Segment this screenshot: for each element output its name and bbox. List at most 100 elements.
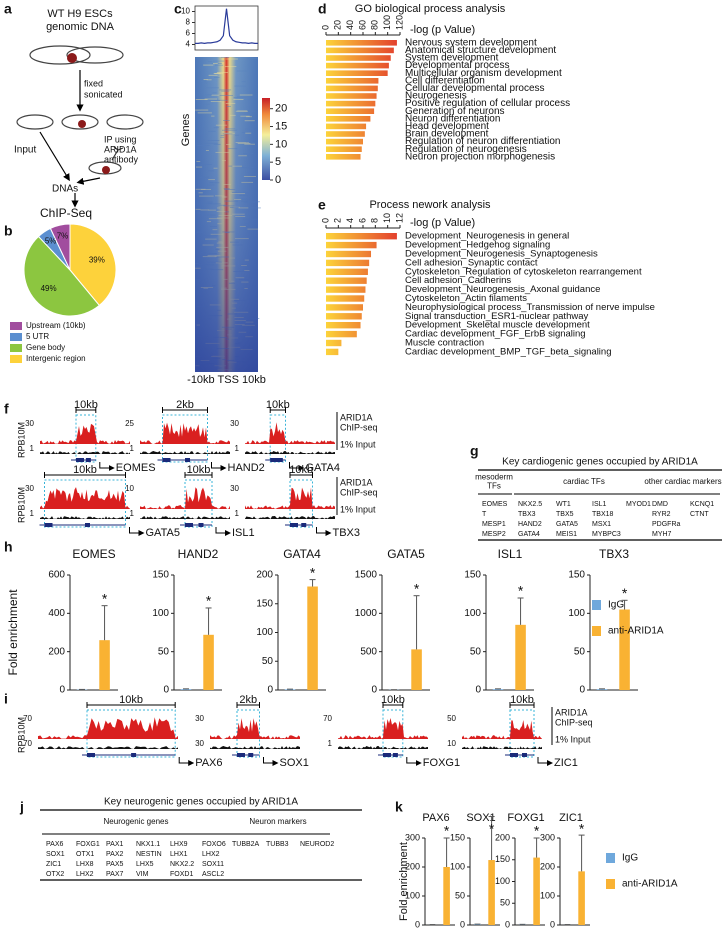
tss-arrow [99, 462, 115, 471]
bar [180, 689, 192, 690]
scale-label: 2kb [239, 694, 257, 706]
category-label: Head development [405, 121, 489, 132]
track-max: 25 [125, 419, 134, 428]
subplot-title: TBX3 [599, 547, 629, 561]
track-max: 1 [328, 739, 333, 748]
bar [326, 93, 377, 99]
panel-label: h [4, 539, 13, 555]
category-label: Cell adhesion_Synaptic contact [405, 257, 538, 268]
table-cell: PAX1 [106, 841, 123, 848]
legend-label: IgG [608, 600, 624, 611]
table-title: Key cardiogenic genes occupied by ARID1A [502, 457, 698, 468]
scale-label: 10kb [74, 399, 98, 411]
table-cell: MYH7 [652, 531, 672, 538]
input-track [40, 451, 130, 454]
input-track [210, 746, 300, 749]
peak-box [184, 479, 213, 528]
track-label: ARID1A [340, 477, 373, 487]
table-cell: MYOD1 [626, 501, 651, 508]
panel-label: k [395, 799, 403, 815]
category-label: Development_Neurogenesis_Synaptogenesis [405, 249, 598, 260]
bar [326, 339, 342, 347]
bar [326, 241, 377, 249]
category-label: Neurogenesis [405, 91, 467, 102]
x-tick-label: 100 [382, 15, 392, 30]
y-tick-label: 8 [186, 18, 191, 27]
peak-box [509, 709, 535, 758]
y-tick-label: 4 [186, 40, 191, 49]
track-max: 1 [235, 444, 240, 453]
table-cell: SOX1 [46, 851, 65, 858]
table-cell: LHX8 [76, 861, 94, 868]
bar [326, 233, 397, 240]
scale-label: 10kb [289, 464, 313, 476]
y-tick-label: 100 [568, 608, 585, 619]
category-label: Signal transduction_ESR1-nuclear pathway [405, 311, 588, 322]
category-label: System development [405, 53, 499, 64]
x-tick-label: 2 [333, 218, 343, 223]
table-cell: GATA5 [556, 521, 578, 528]
exon [248, 753, 254, 757]
exon [85, 523, 90, 527]
table-cell: RYR2 [652, 511, 671, 518]
profile-frame [194, 5, 259, 51]
scale-label: 10kb [187, 464, 211, 476]
significance: * [102, 590, 108, 606]
table-cell: LHX5 [136, 861, 154, 868]
input-track [245, 451, 335, 454]
tss-arrow [215, 527, 231, 536]
legend-label: anti-ARID1A [608, 626, 664, 637]
exon [237, 753, 245, 757]
peak-box [162, 414, 208, 463]
bar [326, 286, 366, 293]
bar [411, 649, 422, 690]
pie-label: 5% [45, 237, 57, 246]
bar [326, 85, 378, 92]
panel-label: c [174, 1, 182, 17]
y-tick-label: 200 [405, 861, 420, 871]
pie-slice [49, 223, 71, 271]
bar [326, 250, 372, 258]
y-tick-label: 100 [450, 861, 465, 871]
y-tick-label: 100 [495, 876, 510, 886]
table-cell: DMD [652, 501, 668, 508]
signal-track [245, 422, 335, 444]
category-label: Cellular developmental process [405, 83, 545, 94]
tss-arrow [537, 757, 553, 766]
y-tick-label: 0 [460, 919, 465, 929]
exon [185, 523, 193, 527]
table-cell: SOX11 [202, 861, 224, 868]
bar [284, 689, 296, 690]
table-cell: FOXO6 [202, 841, 226, 848]
track-label: ChIP-seq [340, 422, 378, 432]
bar [326, 131, 365, 137]
y-tick-label: 200 [540, 861, 555, 871]
y-axis-label: RPB10M [16, 422, 26, 458]
category-label: Neuron projection morphogenesis [405, 151, 555, 162]
x-tick-label: 8 [370, 218, 380, 223]
subplot-title: PAX6 [422, 812, 449, 824]
category-label: Nervous system development [405, 37, 537, 48]
gene-label: ISL1 [232, 527, 255, 539]
gene-label: EOMES [116, 462, 156, 474]
signal-track [38, 717, 178, 739]
bar [326, 62, 389, 69]
y-tick-label: 50 [455, 890, 465, 900]
bar [619, 609, 630, 690]
track-max: 30 [25, 484, 34, 493]
bar [326, 348, 339, 356]
table-cell: LHX9 [170, 841, 188, 848]
input-track [140, 451, 230, 454]
track-max: 70 [23, 739, 32, 748]
table-cell: PAX6 [46, 841, 63, 848]
schematic-title: WT H9 ESCs [47, 8, 113, 20]
schematic-art [16, 45, 144, 208]
exon [301, 523, 307, 527]
bar [578, 871, 585, 925]
bar [307, 586, 318, 690]
significance: * [444, 823, 450, 839]
table-cell: ZIC1 [46, 861, 61, 868]
y-tick-label: 200 [495, 832, 510, 842]
scale-label: 10kb [266, 399, 290, 411]
track-max: 30 [195, 714, 204, 723]
